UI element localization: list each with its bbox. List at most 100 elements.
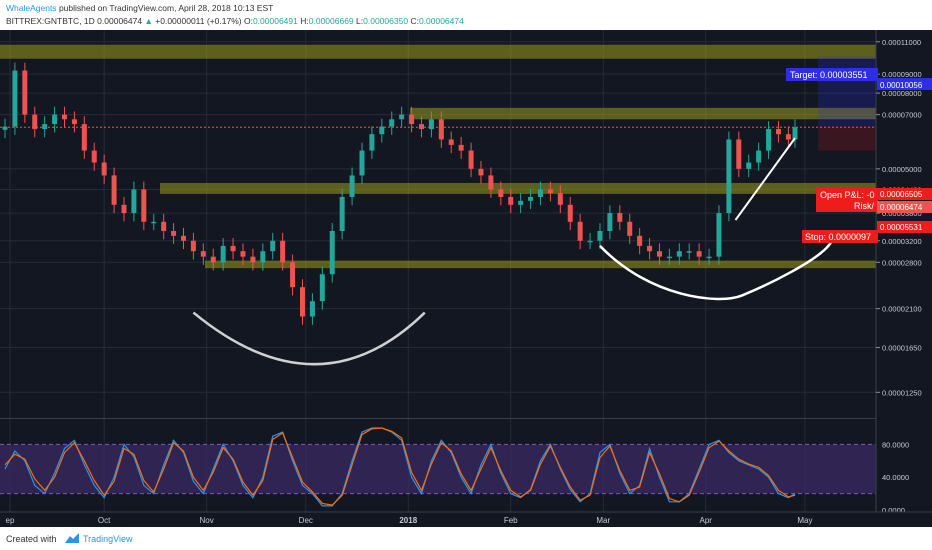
author-link[interactable]: WhaleAgents [6, 3, 57, 13]
time-tick-label: 2018 [399, 516, 417, 525]
candle-body [666, 256, 672, 259]
price-axis-ticks: 0.00011000 0.00009000 0.00008000 0.00007000… [876, 38, 922, 397]
tradingview-brand-link[interactable]: TradingView [83, 534, 133, 544]
candle-body [101, 162, 107, 176]
candle-body [319, 274, 325, 302]
support-resistance-zones [0, 44, 876, 269]
tradingview-logo-icon [65, 533, 79, 543]
candle-body [171, 231, 177, 236]
position-labels: Target: 0.00003551 0.00010056 Open P&L: … [786, 68, 932, 243]
entry-price: 0.00005531 [880, 223, 923, 232]
candle-body [280, 240, 286, 263]
rsi-tick-label: 40.0000 [882, 473, 909, 482]
target-zone [818, 56, 876, 127]
candle-body [428, 119, 434, 130]
candle-body [190, 240, 196, 252]
candle-body [627, 221, 633, 236]
candle-body [22, 70, 28, 115]
symbol-line: BITTREX:GNTBTC, 1D 0.00006474 ▲ +0.00000… [6, 16, 464, 26]
open-label: O: [243, 16, 253, 26]
candle-body [151, 221, 157, 224]
candle-body [775, 129, 781, 135]
candle-body [309, 301, 315, 317]
candle-body [458, 144, 464, 151]
time-tick-label: Oct [98, 516, 111, 525]
close-value: 0.00006474 [418, 16, 464, 26]
stoch-rsi-d-line [4, 427, 796, 506]
candle-body [736, 139, 742, 169]
candle-body [52, 114, 58, 125]
candle-body [607, 213, 613, 232]
candle-body [32, 114, 38, 130]
candle-body [597, 231, 603, 241]
risk-label: Risk/ [854, 201, 874, 211]
candle-body [91, 150, 97, 163]
rounded-bottom-curve-left [192, 311, 426, 366]
candle-body [418, 124, 424, 130]
zone-band [0, 44, 876, 59]
time-axis[interactable] [0, 512, 932, 527]
candle-body [756, 150, 762, 163]
stop-badge [802, 230, 878, 243]
rsi-tick-label: 0.0000 [882, 506, 905, 515]
target-price: 0.00010056 [880, 81, 923, 90]
candle-body [299, 287, 305, 317]
candle-body [637, 235, 643, 246]
rsi-band [0, 444, 876, 494]
price-axis[interactable] [876, 30, 932, 512]
candle-body [438, 119, 444, 140]
change-arrow-icon: ▲ [144, 16, 153, 26]
candle-body [121, 204, 127, 214]
zone-band [205, 260, 876, 269]
candle-body [359, 150, 365, 176]
candle-body [329, 231, 335, 275]
candle-body [468, 150, 474, 169]
candle-body [716, 213, 722, 257]
created-with-text: Created with [6, 534, 57, 544]
candle-body [488, 175, 494, 190]
candle-body [111, 175, 117, 205]
open-value: 0.00006491 [252, 16, 298, 26]
candle-body [656, 251, 662, 257]
rising-trend-line [734, 137, 796, 221]
low-label: L: [356, 16, 364, 26]
candle-body [617, 213, 623, 222]
time-tick-label: Dec [299, 516, 313, 525]
time-tick-label: May [797, 516, 812, 525]
target-badge [786, 68, 878, 81]
candles [2, 62, 798, 325]
chart-area[interactable]: 0.00011000 0.00009000 0.00008000 0.00007000… [0, 30, 932, 527]
chart-header: WhaleAgents published on TradingView.com… [0, 0, 932, 30]
candle-body [726, 139, 732, 214]
high-label: H: [300, 16, 309, 26]
candle-body [557, 193, 563, 205]
stop-label: Stop: 0.0000097 [805, 232, 871, 242]
price-tick-label: 0.00008000 [882, 89, 922, 98]
candle-body [547, 189, 553, 194]
low-value: 0.00006350 [363, 16, 409, 26]
open-pl-price-badge [877, 188, 932, 200]
candle-body [290, 262, 296, 288]
price-tick-label: 0.00003200 [882, 237, 922, 246]
candle-body [676, 251, 682, 257]
candle-body [587, 240, 593, 243]
time-tick-label: Feb [504, 516, 518, 525]
open-pl-label: Open P&L: -0 [820, 190, 875, 200]
close-label: C: [410, 16, 419, 26]
candle-body [339, 196, 345, 232]
price-tick-label: 0.00002800 [882, 258, 922, 267]
price-tick-label: 0.00002100 [882, 305, 922, 314]
candle-body [785, 134, 791, 140]
candle-body [448, 139, 454, 145]
candle-body [647, 245, 653, 252]
zone-band [410, 107, 876, 120]
candle-body [250, 256, 256, 263]
candle-body [746, 162, 752, 169]
rsi-panel-separator [0, 418, 876, 419]
candle-body [2, 126, 8, 130]
time-tick-label: Mar [596, 516, 610, 525]
candle-body [61, 114, 67, 120]
rounded-bottom-curve-right [599, 241, 833, 301]
stoch-rsi-k-line [4, 427, 796, 507]
candle-body [220, 245, 226, 263]
